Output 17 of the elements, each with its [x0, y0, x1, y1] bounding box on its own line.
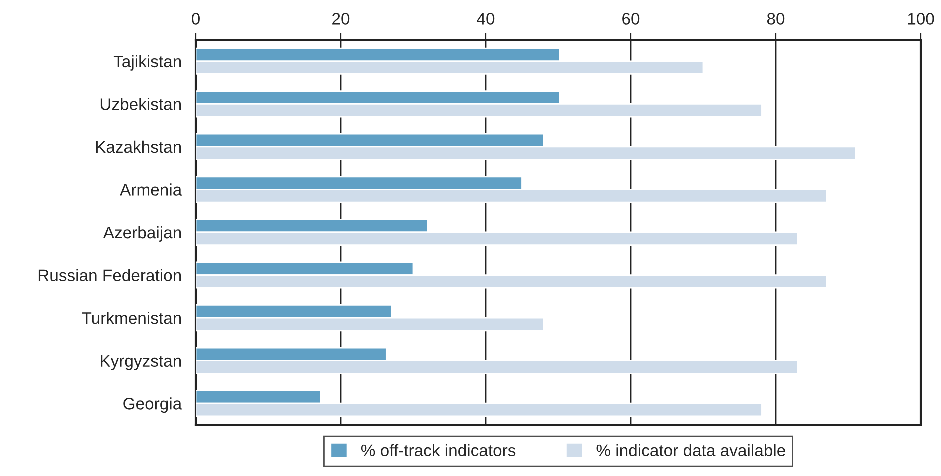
- legend-label: % indicator data available: [596, 444, 786, 457]
- x-tick-label: 60: [622, 13, 640, 25]
- x-tick-label: 100: [908, 13, 934, 25]
- x-tick-label: 0: [192, 13, 200, 25]
- legend-label: % off-track indicators: [361, 444, 516, 457]
- y-tick-label: Turkmenistan: [82, 312, 182, 324]
- y-tick-label: Kazakhstan: [96, 140, 182, 154]
- y-tick-label: Tajikistan: [114, 55, 182, 71]
- y-tick-label: Armenia: [120, 184, 182, 196]
- x-tick-label: 80: [767, 13, 785, 25]
- x-tick-label: 40: [477, 13, 495, 25]
- y-tick-label: Azerbaijan: [103, 226, 182, 242]
- x-tick-label: 20: [332, 13, 350, 25]
- y-tick-label: Russian Federation: [38, 269, 182, 282]
- y-tick-label: Uzbekistan: [100, 98, 182, 110]
- y-tick-label: Georgia: [124, 398, 182, 414]
- y-tick-label: Kyrgyzstan: [101, 355, 182, 370]
